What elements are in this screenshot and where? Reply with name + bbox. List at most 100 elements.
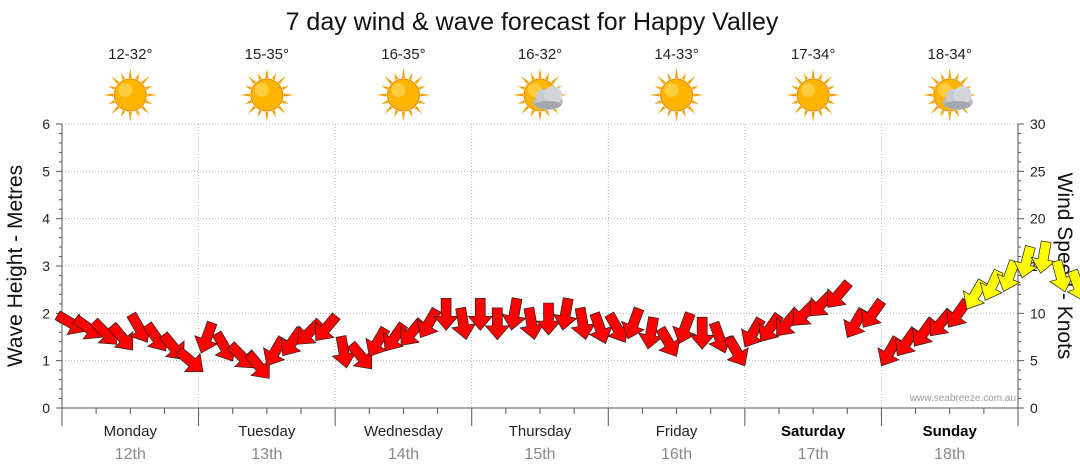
sun-ray [384,105,393,115]
sun-disc [386,78,420,112]
sun-ray [948,111,952,122]
wind-arrow [1013,245,1039,279]
sun-ray [954,110,959,118]
day-date: 12th [115,446,146,463]
sun-ray [265,111,269,122]
sun-disc [113,78,147,112]
sun-ray [538,111,542,122]
sun-ray [244,100,252,105]
sun-ray [691,100,699,105]
sun-highlight [118,83,133,97]
sun-ray [420,93,431,97]
sun-ray [824,105,833,115]
sun-ray [271,72,277,80]
sun-ray [108,85,116,90]
left-tick-label: 3 [42,258,50,274]
temperature-range: 12-32° [108,46,152,63]
sun-ray [111,75,120,85]
temperature-range: 16-32° [518,46,562,63]
sun-ray [786,93,797,97]
sun-rays [786,68,841,122]
day-name: Wednesday [364,423,443,440]
day-date: 15th [524,446,555,463]
day-labels: Monday 12th Tuesday 13th Wednesday 14th Thursd… [104,423,978,463]
sun-highlight [801,83,816,97]
watermark: www.seabreeze.com.au [909,393,1016,404]
sun-ray [239,93,250,97]
sun-ray [824,75,833,85]
sun-ray [530,72,535,80]
wind-arrow [552,297,578,331]
sun-rays [103,68,158,122]
sun-ray [414,75,423,85]
sun-ray [277,75,286,85]
sun-ray [948,68,952,79]
day-date: 13th [251,446,282,463]
sun-ray [667,110,672,118]
sun-icon [103,68,158,122]
wind-arrow [724,335,749,367]
cloud-part [944,101,971,109]
sun-ray [550,75,560,85]
sun-ray [794,105,803,115]
sun-ray [141,75,150,85]
sun-ray [381,100,389,105]
sun-disc [250,78,284,112]
chart-axes: 0123456051015202530 [42,116,1046,426]
sun-ray [414,105,423,115]
sun-ray [545,72,550,80]
day-name: Sunday [923,423,978,440]
sun-icon [239,68,294,122]
sun-ray [681,110,686,118]
day-name: Monday [104,423,158,440]
chart-grid [62,123,1018,408]
sun-ray [394,110,399,118]
sun-ray [513,93,524,97]
sun-ray [128,68,132,79]
cloud-part [953,86,972,104]
wind-arrow [672,311,697,345]
sun-ray [257,72,262,80]
left-tick-label: 2 [42,305,50,321]
sun-ray [394,72,399,80]
wind-arrow [1030,240,1056,274]
day-name: Saturday [781,423,846,440]
chart-title: 7 day wind & wave forecast for Happy Val… [286,8,779,36]
sun-ray [141,105,150,115]
wind-arrow [174,346,204,373]
sun-ray [408,110,413,118]
temperature-range: 18-34° [928,46,972,63]
sun-ray [960,75,969,85]
sun-ray [517,100,525,105]
sun-ray [545,110,550,118]
sun-ray [940,72,945,80]
wind-arrow [484,307,511,341]
wind-arrow [416,306,442,338]
sun-ray [520,105,530,115]
left-axis-label: Wave Height - Metres [4,165,27,367]
sun-ray [790,85,799,90]
cloud-part [544,86,562,104]
sun-ray [145,100,153,105]
wind-arrow [620,306,645,340]
sun-ray [811,111,815,122]
sun-ray [954,72,959,80]
wind-arrow [107,321,134,351]
day-date: 17th [798,446,829,463]
sun-ray [818,110,823,118]
wind-arrow [226,341,254,369]
wind-arrow [708,320,733,354]
sun-ray [681,72,686,80]
sun-ray [135,110,140,118]
wind-arrow [467,297,494,331]
sun-ray [265,68,269,79]
sun-ray [283,93,294,97]
temperature-range: 15-35° [245,46,289,63]
right-tick-label: 0 [1030,400,1038,416]
sun-ray [247,105,256,115]
sun-ray [145,85,153,90]
sun-ray [830,93,841,97]
sun-ray [520,75,530,85]
left-tick-label: 4 [42,211,50,227]
